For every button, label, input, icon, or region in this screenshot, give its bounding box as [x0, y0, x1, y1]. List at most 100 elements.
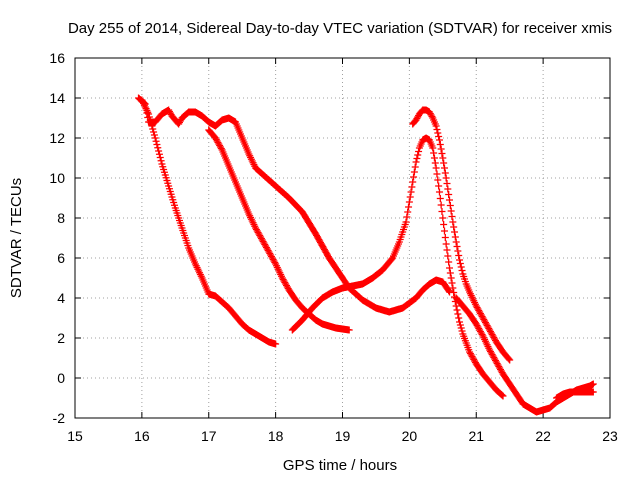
data-point	[212, 136, 220, 143]
data-point	[260, 239, 268, 247]
data-point	[439, 154, 447, 162]
data-point	[146, 116, 154, 124]
data-point	[455, 252, 463, 259]
data-point	[445, 191, 453, 198]
data-point	[431, 159, 439, 167]
data-point	[481, 317, 489, 325]
data-point	[258, 236, 266, 244]
data-point	[476, 328, 484, 335]
y-tick-label: 8	[57, 210, 65, 226]
points-layer	[135, 94, 597, 416]
data-point	[589, 388, 597, 396]
series-track-3	[205, 126, 353, 334]
data-point	[166, 109, 174, 117]
data-point	[446, 202, 454, 209]
data-point	[411, 163, 419, 171]
data-point	[496, 364, 504, 372]
series-track-4	[288, 134, 507, 400]
data-point	[445, 287, 453, 295]
data-point	[259, 238, 267, 245]
data-point	[589, 380, 597, 388]
data-point	[211, 134, 219, 142]
data-point	[486, 328, 494, 335]
data-point	[263, 245, 271, 253]
data-point	[458, 327, 466, 335]
data-point	[440, 159, 448, 167]
data-point	[471, 357, 479, 365]
data-point	[407, 188, 415, 196]
data-point	[412, 158, 420, 166]
data-point	[262, 242, 270, 250]
data-point	[476, 308, 484, 316]
data-point	[151, 134, 159, 142]
data-point	[269, 256, 277, 263]
data-point	[496, 366, 504, 373]
data-point	[455, 314, 463, 322]
data-point	[265, 248, 273, 256]
data-point	[145, 113, 153, 121]
data-point	[498, 391, 506, 399]
data-point	[282, 282, 290, 289]
data-point	[406, 193, 414, 201]
data-point	[154, 144, 162, 152]
data-point	[450, 223, 458, 231]
data-point	[477, 329, 485, 337]
data-point	[442, 240, 450, 248]
data-point	[283, 283, 291, 291]
data-point	[272, 340, 280, 348]
data-point	[450, 289, 458, 296]
x-tick-label: 22	[535, 428, 551, 444]
data-point	[415, 148, 423, 155]
data-point	[492, 358, 500, 366]
data-point	[414, 113, 422, 121]
data-point	[486, 346, 494, 354]
data-point	[469, 354, 477, 362]
data-point	[449, 284, 457, 292]
y-tick-label: 12	[49, 130, 65, 146]
data-point	[435, 188, 443, 196]
data-point	[489, 332, 497, 340]
data-point	[435, 136, 443, 144]
data-point	[480, 316, 488, 323]
data-point	[408, 183, 416, 191]
data-point	[484, 323, 492, 331]
data-point	[474, 305, 482, 313]
data-point	[474, 323, 482, 331]
data-point	[252, 226, 260, 233]
data-point	[153, 141, 161, 148]
data-point	[478, 313, 486, 320]
data-point	[493, 360, 501, 367]
data-point	[437, 145, 445, 153]
data-point	[447, 274, 455, 282]
data-point	[430, 154, 438, 162]
data-point	[446, 269, 454, 277]
data-point	[505, 355, 513, 363]
data-point	[497, 391, 505, 398]
y-tick-label: 14	[49, 90, 65, 106]
x-axis-label: GPS time / hours	[283, 457, 397, 474]
data-point	[487, 349, 495, 357]
data-point	[404, 208, 412, 216]
data-point	[434, 129, 442, 137]
data-point	[473, 304, 481, 311]
data-point	[454, 310, 462, 318]
data-point	[429, 144, 437, 152]
data-point	[425, 108, 433, 116]
data-point	[215, 140, 223, 148]
data-point	[413, 115, 421, 122]
data-point	[483, 322, 491, 329]
data-point	[165, 106, 173, 114]
series-track-5	[409, 106, 514, 364]
data-point	[155, 150, 163, 158]
data-point	[453, 306, 461, 314]
data-point	[217, 145, 225, 152]
y-tick-label: 16	[49, 50, 65, 66]
data-point	[506, 356, 514, 364]
data-point	[148, 122, 156, 130]
data-point	[457, 263, 465, 271]
data-point	[491, 335, 499, 343]
data-point	[481, 319, 489, 326]
data-point	[444, 185, 452, 193]
data-point	[281, 279, 289, 286]
